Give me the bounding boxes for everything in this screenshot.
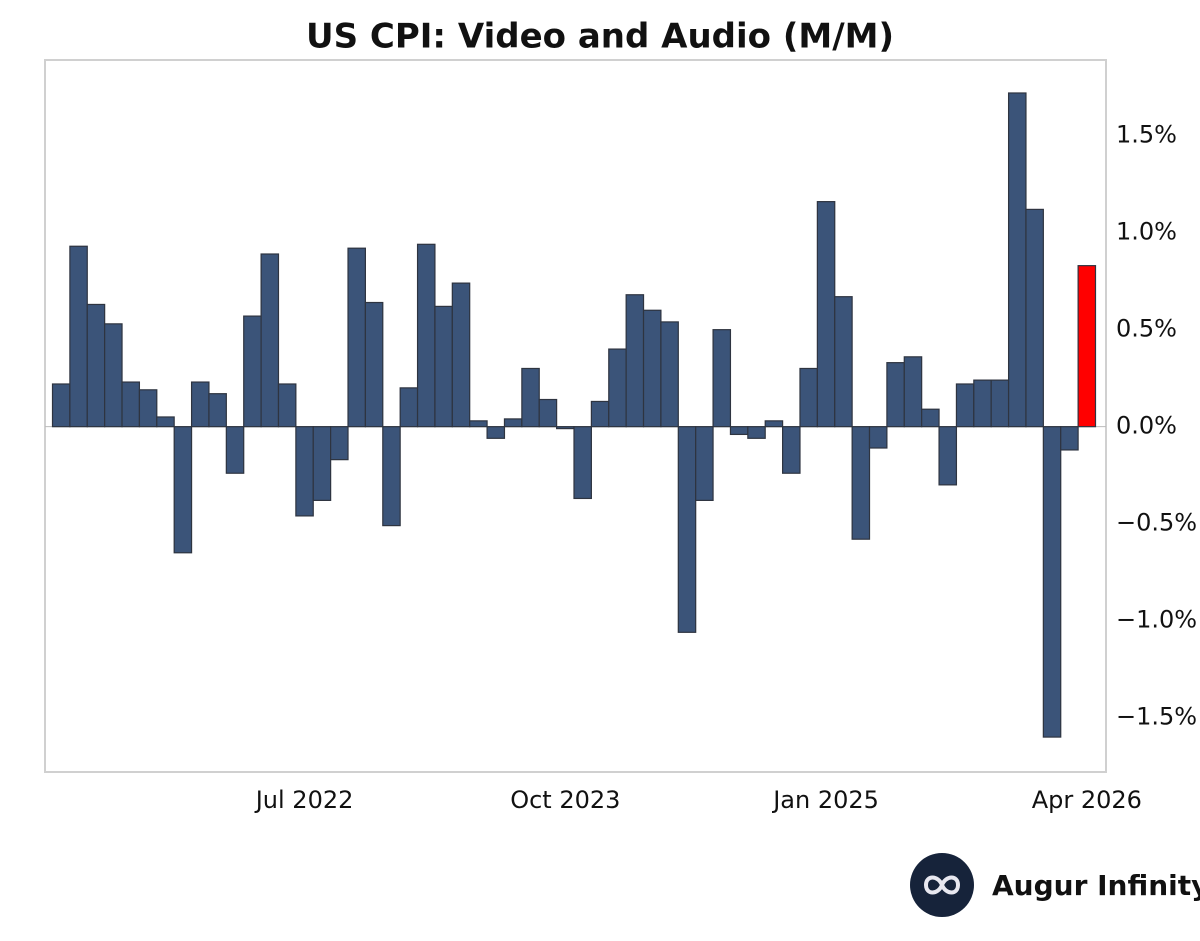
y-tick-label: −1.5% bbox=[1116, 703, 1197, 731]
x-tick-label: Jul 2022 bbox=[254, 786, 354, 814]
bar bbox=[225, 426, 245, 474]
bar bbox=[451, 282, 471, 428]
bar bbox=[764, 420, 784, 428]
bar bbox=[190, 381, 210, 428]
bar bbox=[156, 416, 175, 428]
bar bbox=[712, 329, 732, 428]
brand-logo bbox=[910, 853, 974, 917]
bar bbox=[886, 362, 905, 428]
bar bbox=[660, 321, 679, 428]
y-tick-label: 1.5% bbox=[1116, 121, 1177, 149]
bar bbox=[590, 400, 610, 428]
bar bbox=[573, 426, 592, 500]
bar bbox=[868, 426, 888, 449]
bar bbox=[973, 379, 992, 428]
bar bbox=[521, 367, 540, 428]
plot-frame bbox=[44, 59, 1107, 773]
bar bbox=[434, 305, 453, 428]
bar bbox=[938, 426, 958, 486]
bar bbox=[556, 426, 575, 430]
bar bbox=[642, 309, 662, 428]
bar bbox=[955, 383, 975, 428]
bar bbox=[330, 426, 349, 461]
bar bbox=[834, 296, 853, 428]
bar bbox=[1060, 426, 1079, 451]
bar bbox=[295, 426, 314, 517]
bar bbox=[69, 245, 88, 428]
bar bbox=[695, 426, 714, 501]
bar bbox=[816, 201, 836, 428]
bar bbox=[486, 426, 506, 439]
bar bbox=[243, 315, 262, 428]
bar bbox=[51, 383, 71, 428]
bar bbox=[799, 367, 818, 428]
bar bbox=[729, 426, 749, 436]
bar bbox=[503, 418, 523, 428]
y-tick-label: −0.5% bbox=[1116, 509, 1197, 537]
bar bbox=[538, 398, 558, 428]
y-tick-label: −1.0% bbox=[1116, 606, 1197, 634]
bar bbox=[1025, 208, 1044, 428]
bar bbox=[347, 247, 366, 428]
bar bbox=[260, 253, 280, 428]
x-tick-label: Jan 2025 bbox=[771, 786, 879, 814]
bar bbox=[1007, 92, 1027, 428]
bar bbox=[86, 303, 106, 428]
y-tick-label: 0.0% bbox=[1116, 412, 1177, 440]
bar bbox=[173, 426, 193, 554]
y-tick-label: 0.5% bbox=[1116, 315, 1177, 343]
bar bbox=[608, 348, 627, 428]
bar bbox=[399, 387, 419, 428]
bar bbox=[781, 426, 801, 474]
logo-infinity bbox=[923, 875, 961, 895]
x-tick-label: Apr 2026 bbox=[1032, 786, 1142, 814]
bar bbox=[747, 426, 766, 439]
bar bbox=[104, 323, 123, 428]
bar bbox=[277, 383, 297, 428]
bar bbox=[625, 294, 645, 428]
bar bbox=[921, 408, 940, 428]
bar bbox=[851, 426, 871, 540]
bar bbox=[677, 426, 697, 633]
bar bbox=[364, 301, 384, 428]
bar bbox=[138, 389, 158, 428]
bar bbox=[416, 243, 436, 428]
bar bbox=[1077, 265, 1097, 428]
bar bbox=[903, 356, 923, 428]
bar bbox=[208, 393, 227, 428]
bar bbox=[990, 379, 1010, 428]
bar bbox=[382, 426, 401, 527]
brand-name: Augur Infinity bbox=[992, 869, 1200, 902]
chart-title: US CPI: Video and Audio (M/M) bbox=[306, 17, 894, 57]
y-tick-label: 1.0% bbox=[1116, 218, 1177, 246]
bar bbox=[121, 381, 141, 428]
bar bbox=[469, 420, 488, 428]
bar bbox=[1042, 426, 1062, 738]
x-tick-label: Oct 2023 bbox=[510, 786, 620, 814]
bar bbox=[312, 426, 332, 501]
